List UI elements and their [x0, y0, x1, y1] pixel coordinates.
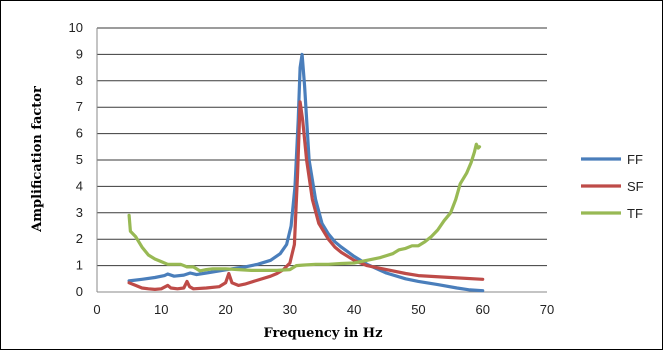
legend-label-sf: SF — [627, 179, 644, 194]
y-tick-label: 6 — [76, 126, 83, 141]
legend: FF SF TF — [581, 152, 644, 221]
x-axis-title: Frequency in Hz — [264, 326, 383, 341]
axes — [96, 28, 547, 293]
x-tick-label: 20 — [218, 302, 232, 317]
y-tick-label: 2 — [76, 231, 83, 246]
x-tick-label: 50 — [411, 302, 425, 317]
y-tick-label: 9 — [76, 46, 83, 61]
series-line-ff — [127, 52, 485, 293]
x-tick-label: 60 — [475, 302, 489, 317]
series-line-tf — [127, 142, 482, 273]
y-axis-title: Amplification factor — [30, 86, 45, 233]
x-tick-label: 30 — [283, 302, 297, 317]
series-line-sf — [127, 100, 485, 291]
y-tick-label: 5 — [76, 152, 83, 167]
x-tick-label: 40 — [347, 302, 361, 317]
x-tick-label: 0 — [93, 302, 100, 317]
x-tick-label: 10 — [154, 302, 168, 317]
y-tick-label: 3 — [76, 205, 83, 220]
y-tick-label: 1 — [76, 258, 83, 273]
y-tick-label: 7 — [76, 99, 83, 114]
series-lines — [127, 52, 485, 293]
x-tick-label: 70 — [540, 302, 554, 317]
y-tick-label: 8 — [76, 73, 83, 88]
y-tick-label: 4 — [76, 178, 83, 193]
legend-label-tf: TF — [627, 206, 643, 221]
legend-label-ff: FF — [627, 152, 643, 167]
y-tick-label: 10 — [69, 20, 83, 35]
gridlines — [97, 27, 547, 267]
y-tick-label: 0 — [76, 284, 83, 299]
tick-labels: 0 1 2 3 4 5 6 7 8 9 10 0 10 20 30 40 50 60 70 — [69, 20, 555, 317]
